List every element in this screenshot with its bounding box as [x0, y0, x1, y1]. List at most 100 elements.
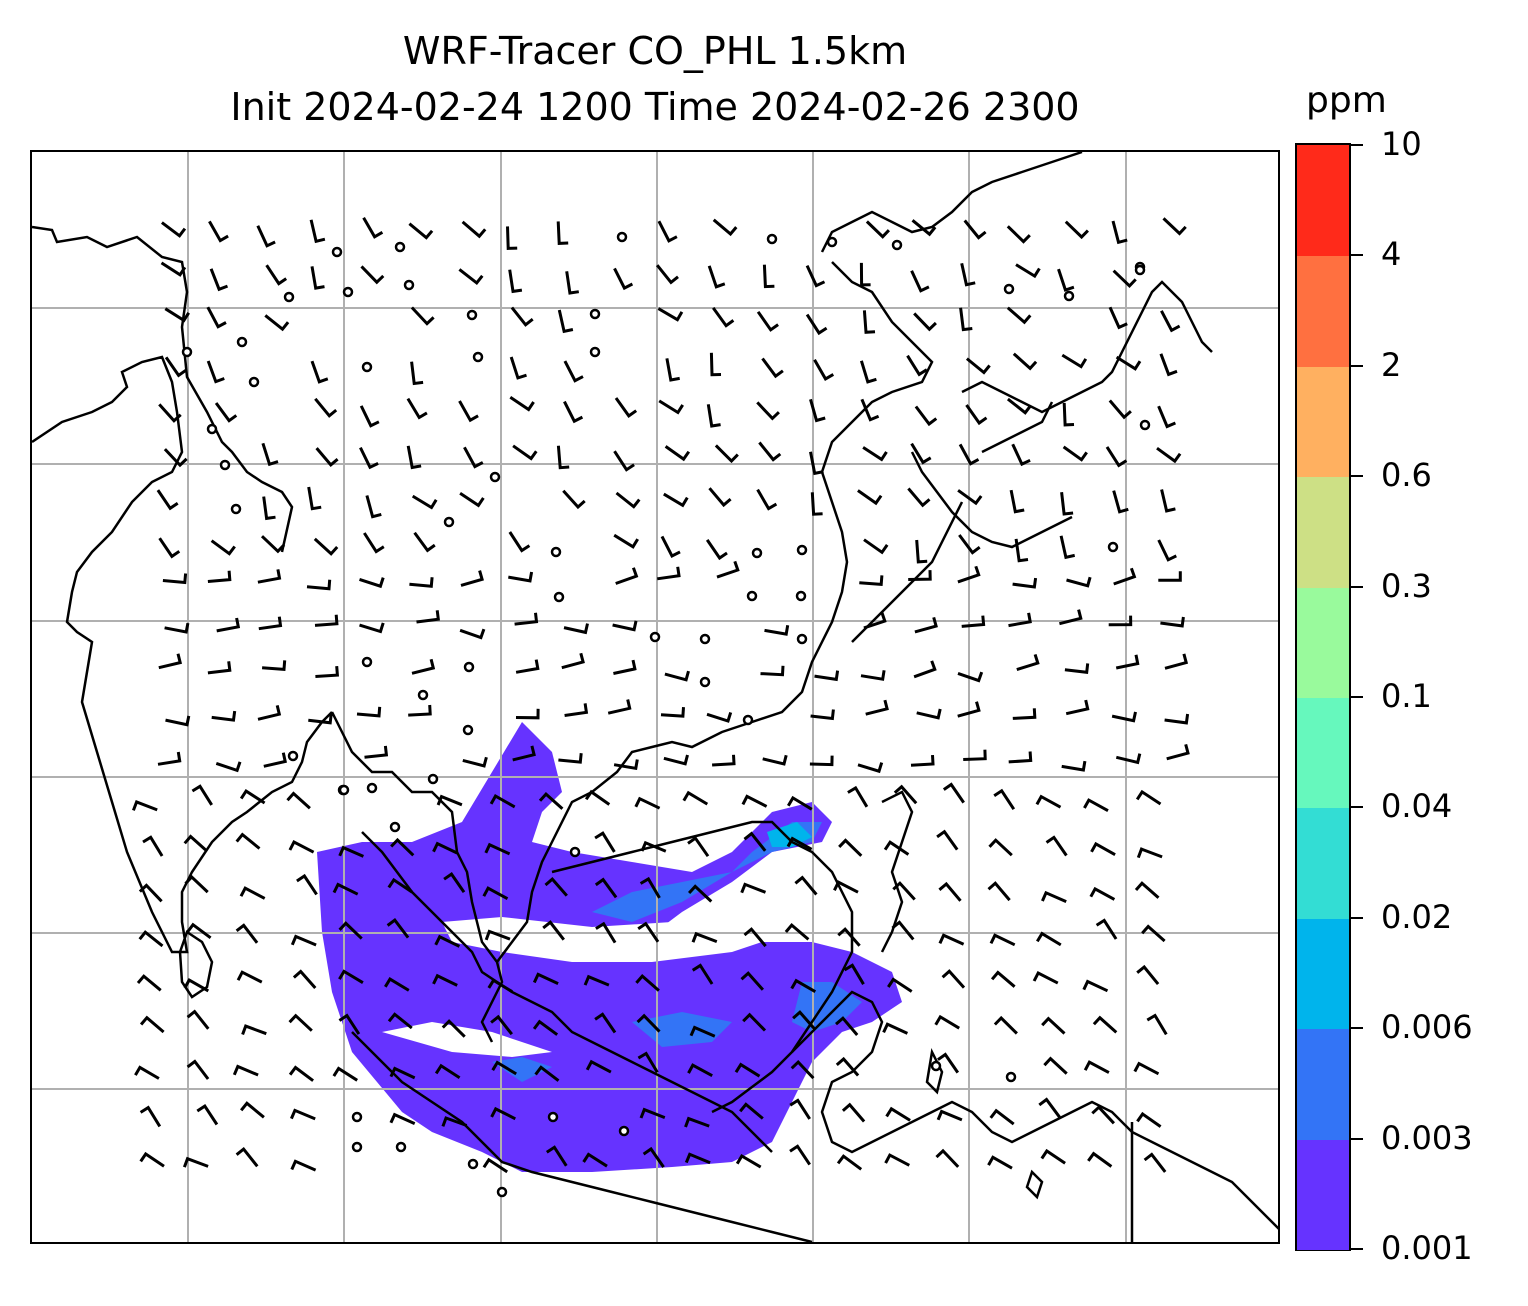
wind-barb: [1156, 446, 1182, 464]
wind-barb: [860, 670, 886, 681]
wind-barb: [139, 1105, 162, 1128]
wind-barb: [1157, 405, 1176, 429]
wind-barb: [314, 397, 338, 418]
wind-barb: [814, 670, 840, 682]
wind-barb: [906, 354, 928, 377]
wind-barb: [712, 218, 738, 237]
wind-barb: [635, 973, 660, 992]
wind-barb: [359, 405, 380, 428]
wind-barb: [359, 577, 385, 589]
wind-barb: [957, 701, 981, 718]
wind-barb: [164, 622, 190, 634]
wind-barb: [1012, 708, 1037, 720]
wind-barb: [1083, 1060, 1110, 1074]
wind-barb: [491, 1060, 517, 1076]
wind-barb: [595, 921, 617, 944]
wind-barb: [857, 489, 883, 506]
calm-marker: [553, 591, 565, 603]
wind-barb: [893, 784, 918, 805]
colorbar-units: ppm: [1306, 80, 1387, 121]
colorbar-segment: [1297, 586, 1349, 698]
wind-barb: [959, 307, 973, 332]
colorbar-tick-label: 0.1: [1381, 677, 1432, 715]
wind-barb: [1064, 663, 1090, 674]
wind-barb: [705, 539, 728, 561]
wind-barb: [484, 842, 511, 856]
wind-barb: [833, 880, 859, 894]
calm-marker: [826, 236, 838, 248]
wind-barb: [612, 620, 638, 632]
wind-barb: [434, 934, 461, 948]
wind-barb: [585, 1059, 612, 1074]
calm-marker: [489, 471, 501, 483]
wind-barb: [907, 487, 931, 508]
wind-barb: [338, 969, 364, 984]
colorbar-tick: [1351, 585, 1363, 588]
wind-barb: [236, 970, 263, 984]
colorbar-tick: [1351, 806, 1363, 809]
wind-barb: [510, 306, 534, 327]
wind-barb: [160, 261, 187, 277]
wind-barb: [288, 1013, 313, 1032]
wind-barb: [359, 446, 379, 470]
wind-barb: [206, 306, 227, 329]
colorbar-segment: [1297, 365, 1349, 478]
wind-barb: [935, 1148, 960, 1168]
wind-barb: [1112, 490, 1129, 514]
wind-barb: [158, 537, 181, 559]
wind-barb: [863, 538, 889, 555]
wind-barb: [1113, 567, 1137, 586]
wind-barb: [161, 221, 187, 238]
wind-barb: [1136, 847, 1163, 859]
wind-barb: [288, 1065, 314, 1082]
wind-barb: [1062, 445, 1088, 462]
wind-barb: [938, 933, 965, 946]
tracer-plume: [317, 722, 902, 1172]
wind-barb: [594, 1012, 617, 1034]
wind-barb: [131, 800, 158, 812]
wind-barb: [413, 531, 436, 553]
wind-barb: [613, 659, 637, 675]
wind-barb: [792, 1010, 816, 1030]
wind-barb: [805, 313, 828, 336]
wind-barb: [1135, 789, 1162, 806]
wind-barb: [387, 877, 413, 894]
wind-barb: [462, 756, 488, 768]
wind-barb: [544, 876, 568, 897]
wind-barb: [158, 653, 183, 670]
wind-barb: [314, 614, 339, 627]
wind-barb: [691, 931, 718, 944]
wind-barb: [1136, 1111, 1162, 1128]
wind-barb: [938, 881, 962, 902]
wind-barb: [384, 977, 410, 992]
wind-barb: [735, 1153, 762, 1169]
calm-marker: [891, 239, 903, 251]
wind-barb: [637, 921, 660, 943]
wind-barb: [743, 831, 767, 852]
wind-barb: [1105, 446, 1128, 468]
wind-barb: [232, 1064, 259, 1077]
wind-barb: [286, 791, 311, 810]
wind-barb: [362, 217, 384, 239]
wind-barb: [1061, 760, 1087, 772]
calm-marker: [1003, 283, 1015, 295]
colorbar-tick-label: 0.6: [1381, 456, 1432, 495]
wind-barb: [965, 404, 988, 426]
wind-barb: [740, 882, 767, 894]
wind-barb: [936, 829, 959, 851]
colorbar-tick: [1351, 916, 1363, 919]
wind-barb: [359, 622, 385, 634]
wind-barb: [613, 533, 639, 549]
wind-barb: [142, 835, 164, 857]
wind-barb: [416, 610, 440, 624]
colorbar: [1295, 143, 1351, 1251]
wind-barb: [859, 262, 871, 287]
colorbar-tick: [1351, 364, 1363, 367]
calm-marker: [616, 231, 628, 243]
wind-barb: [857, 762, 884, 774]
wind-barb: [1057, 268, 1075, 292]
calm-marker: [230, 503, 242, 515]
calm-marker: [351, 1141, 363, 1153]
colorbar-tick-label: 0.003: [1381, 1118, 1473, 1157]
wind-barb: [484, 929, 511, 941]
